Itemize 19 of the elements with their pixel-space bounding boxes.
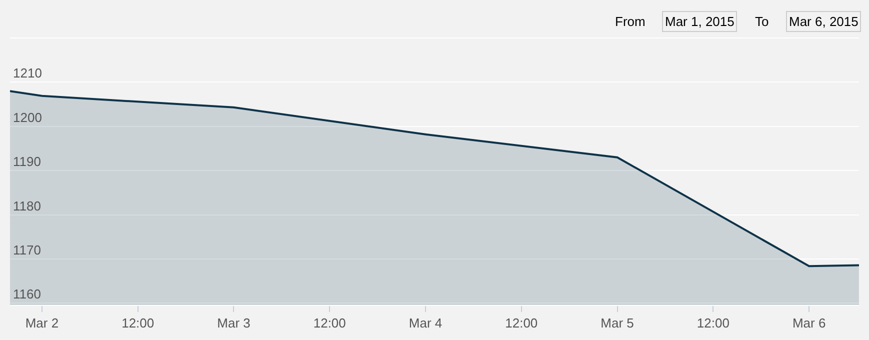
annotation: Mar 1, 2015 — [665, 14, 734, 29]
y-tick-label: 1210 — [13, 66, 42, 81]
x-tick-label: 12:00 — [122, 316, 154, 331]
x-tick-label: Mar 6 — [792, 316, 826, 331]
y-tick-label: 1190 — [13, 154, 41, 170]
y-tick-label: 1170 — [13, 242, 41, 258]
x-tick-label: 12:00 — [313, 316, 346, 331]
x-tick-label: Mar 2 — [25, 316, 59, 331]
annotation: To — [755, 14, 769, 29]
y-tick-label: 1160 — [13, 286, 41, 302]
x-tick-label: 12:00 — [505, 316, 538, 331]
y-tick-label: 1200 — [13, 110, 42, 125]
x-tick-label: Mar 5 — [600, 316, 634, 331]
x-tick-label: Mar 4 — [408, 316, 442, 331]
x-tick-label: Mar 3 — [217, 316, 250, 331]
y-tick-label: 1180 — [13, 198, 41, 214]
annotation: Mar 6, 2015 — [789, 14, 858, 29]
x-tick-label: 12:00 — [696, 316, 730, 331]
annotation: From — [615, 14, 646, 29]
